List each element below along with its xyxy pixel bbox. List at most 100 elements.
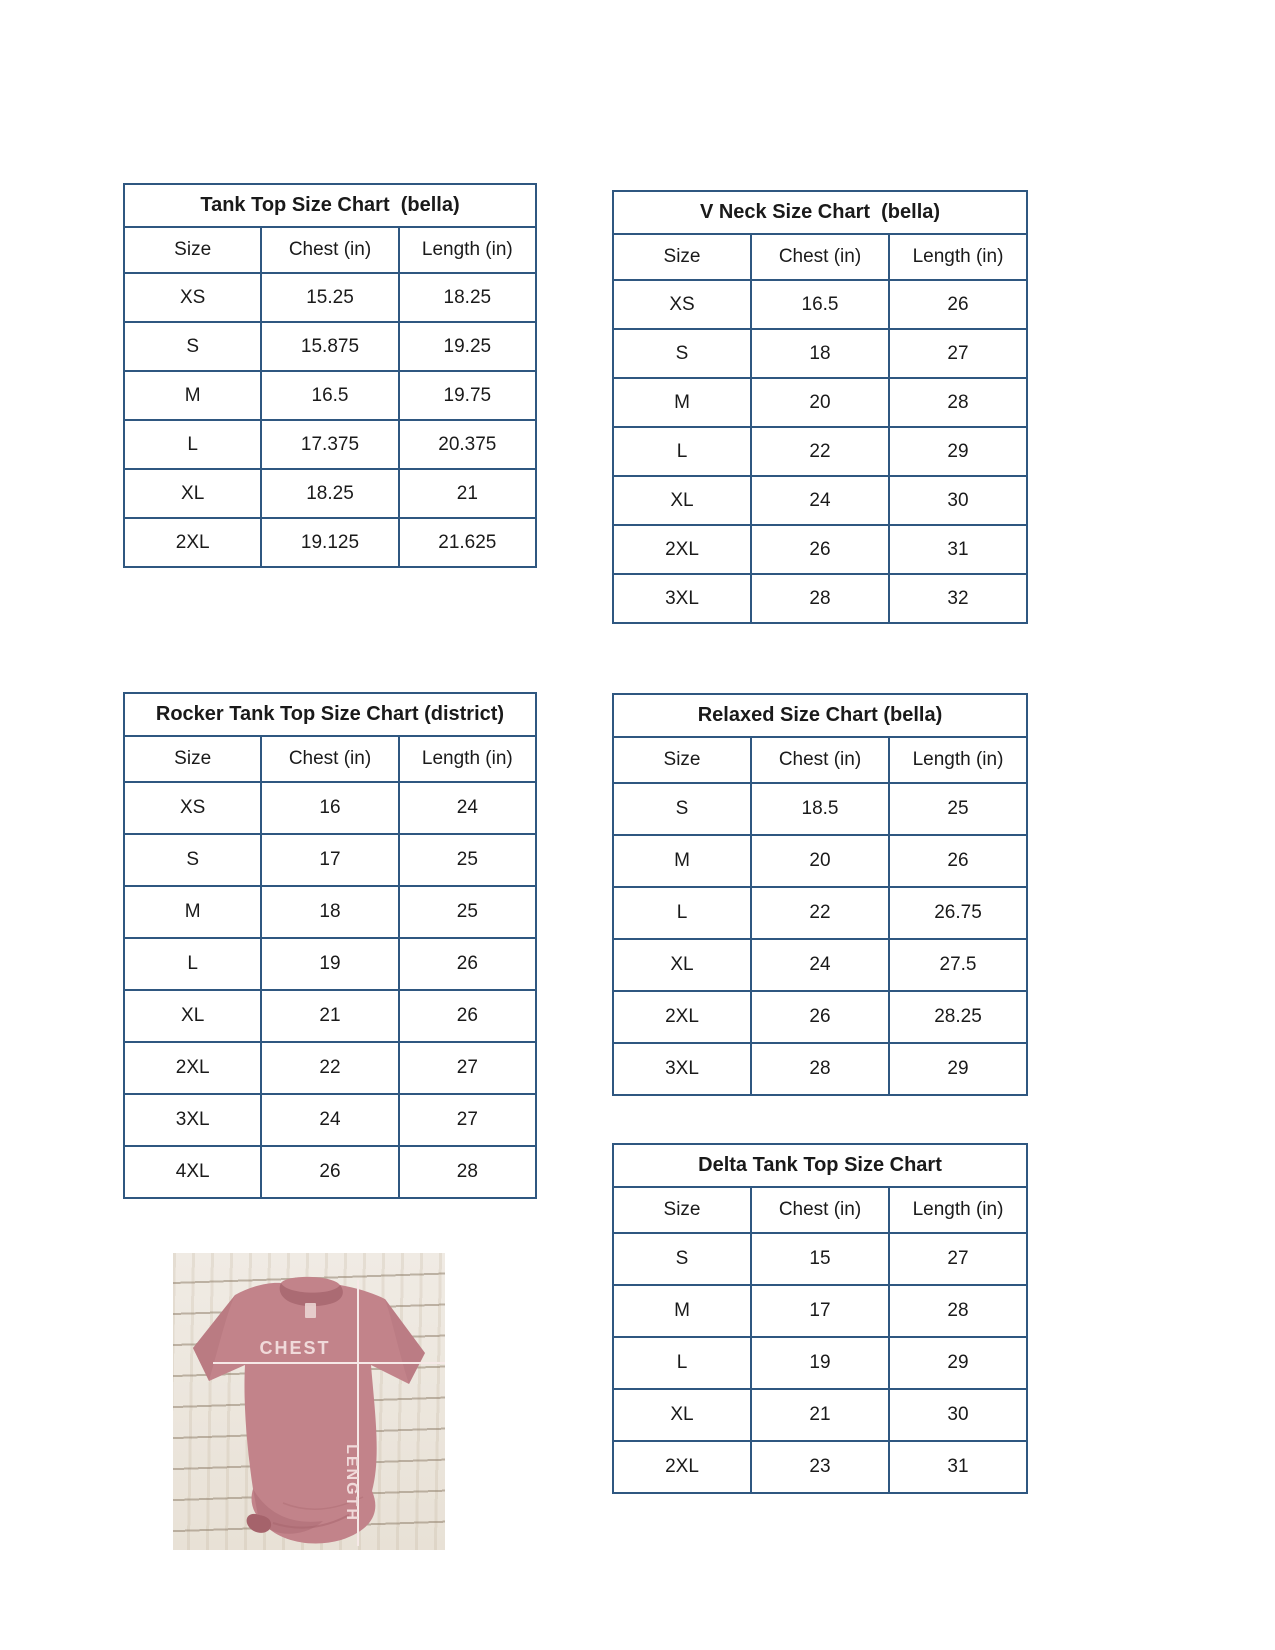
column-header-chest: Chest (in) (260, 226, 400, 274)
table-title: Rocker Tank Top Size Chart (district) (123, 692, 537, 737)
table-cell: 24 (750, 475, 890, 526)
column-header-length: Length (in) (888, 233, 1028, 281)
table-cell: M (122, 370, 263, 421)
table-title: Delta Tank Top Size Chart (612, 1143, 1028, 1188)
table-cell: 17 (750, 1284, 890, 1338)
table-cell: S (122, 321, 263, 372)
table-row: S 17 25 (122, 833, 538, 887)
table-cell: 28 (750, 573, 890, 624)
size-chart-table-delta-tank-top: Delta Tank Top Size Chart Size Chest (in… (612, 1143, 1028, 1494)
table-header-row: Size Chest (in) Length (in) (612, 736, 1028, 784)
wrinkle-line (282, 1496, 364, 1510)
column-header-size: Size (122, 735, 263, 783)
table-title: Relaxed Size Chart (bella) (612, 693, 1028, 738)
table-cell: L (612, 1336, 752, 1390)
table-title-row: Tank Top Size Chart (bella) (123, 183, 537, 228)
table-title-row: V Neck Size Chart (bella) (612, 190, 1028, 235)
table-header-row: Size Chest (in) Length (in) (122, 735, 538, 783)
table-cell: 15.25 (260, 272, 400, 323)
table-cell: 23 (750, 1440, 890, 1494)
table-cell: 26 (260, 1145, 400, 1199)
size-chart-table-rocker-tank-top: Rocker Tank Top Size Chart (district) Si… (122, 692, 538, 1199)
table-cell: 26 (750, 524, 890, 575)
table-cell: 29 (888, 426, 1028, 477)
table-title: Tank Top Size Chart (bella) (123, 183, 537, 228)
column-header-chest: Chest (in) (750, 233, 890, 281)
table-row: L 17.375 20.375 (122, 419, 538, 470)
table-row: M 17 28 (612, 1284, 1028, 1338)
table-cell: M (612, 1284, 752, 1338)
table-cell: 19 (750, 1336, 890, 1390)
table-cell: 2XL (612, 524, 752, 575)
table-row: XS 16 24 (122, 781, 538, 835)
column-header-size: Size (612, 736, 752, 784)
collar (279, 1283, 343, 1307)
table-cell: 24 (397, 781, 538, 835)
chest-label: CHEST (259, 1338, 330, 1358)
table-cell: 18.25 (397, 272, 538, 323)
table-row: M 20 28 (612, 377, 1028, 428)
table-cell: 20 (750, 834, 890, 888)
table-cell: 28.25 (888, 990, 1028, 1044)
table-cell: 30 (888, 1388, 1028, 1442)
column-header-size: Size (612, 233, 752, 281)
table-cell: 3XL (122, 1093, 263, 1147)
table-cell: 4XL (122, 1145, 263, 1199)
table-row: XL 18.25 21 (122, 468, 538, 519)
table-cell: 2XL (612, 990, 752, 1044)
table-row: XL 21 30 (612, 1388, 1028, 1442)
table-row: S 18.5 25 (612, 782, 1028, 836)
column-header-length: Length (in) (888, 736, 1028, 784)
table-cell: M (122, 885, 263, 939)
table-cell: 21 (397, 468, 538, 519)
table-row: L 19 26 (122, 937, 538, 991)
table-cell: XL (612, 1388, 752, 1442)
table-cell: 27 (888, 328, 1028, 379)
hem-knot (246, 1513, 272, 1533)
table-row: XL 24 27.5 (612, 938, 1028, 992)
table-row: M 18 25 (122, 885, 538, 939)
table-cell: 25 (397, 885, 538, 939)
table-cell: XL (122, 468, 263, 519)
table-row: 2XL 26 28.25 (612, 990, 1028, 1044)
table-cell: XS (612, 279, 752, 330)
column-header-length: Length (in) (888, 1186, 1028, 1234)
table-cell: 27 (397, 1093, 538, 1147)
neck-tag (305, 1303, 316, 1318)
table-cell: 18 (260, 885, 400, 939)
table-row: 2XL 26 31 (612, 524, 1028, 575)
table-cell: 28 (397, 1145, 538, 1199)
table-cell: 25 (397, 833, 538, 887)
column-header-chest: Chest (in) (750, 736, 890, 784)
table-title-row: Delta Tank Top Size Chart (612, 1143, 1028, 1188)
table-header-row: Size Chest (in) Length (in) (612, 1186, 1028, 1234)
table-cell: 27.5 (888, 938, 1028, 992)
table-row: XL 21 26 (122, 989, 538, 1043)
column-header-chest: Chest (in) (260, 735, 400, 783)
table-row: XS 16.5 26 (612, 279, 1028, 330)
table-row: 2XL 19.125 21.625 (122, 517, 538, 568)
table-cell: 15 (750, 1232, 890, 1286)
table-cell: 19.25 (397, 321, 538, 372)
wrinkle-line (272, 1514, 350, 1529)
left-sleeve-shade (193, 1295, 235, 1381)
column-header-size: Size (612, 1186, 752, 1234)
table-cell: 20.375 (397, 419, 538, 470)
table-cell: 15.875 (260, 321, 400, 372)
table-cell: 29 (888, 1042, 1028, 1096)
table-cell: 24 (750, 938, 890, 992)
table-cell: L (612, 426, 752, 477)
table-cell: 21 (750, 1388, 890, 1442)
table-cell: 2XL (122, 1041, 263, 1095)
table-cell: 18.25 (260, 468, 400, 519)
table-cell: 2XL (122, 517, 263, 568)
column-header-length: Length (in) (397, 226, 538, 274)
table-cell: 19 (260, 937, 400, 991)
table-cell: 16 (260, 781, 400, 835)
table-header-row: Size Chest (in) Length (in) (122, 226, 538, 274)
table-cell: 26 (397, 989, 538, 1043)
table-cell: L (612, 886, 752, 940)
table-row: M 16.5 19.75 (122, 370, 538, 421)
table-cell: M (612, 377, 752, 428)
table-cell: 2XL (612, 1440, 752, 1494)
